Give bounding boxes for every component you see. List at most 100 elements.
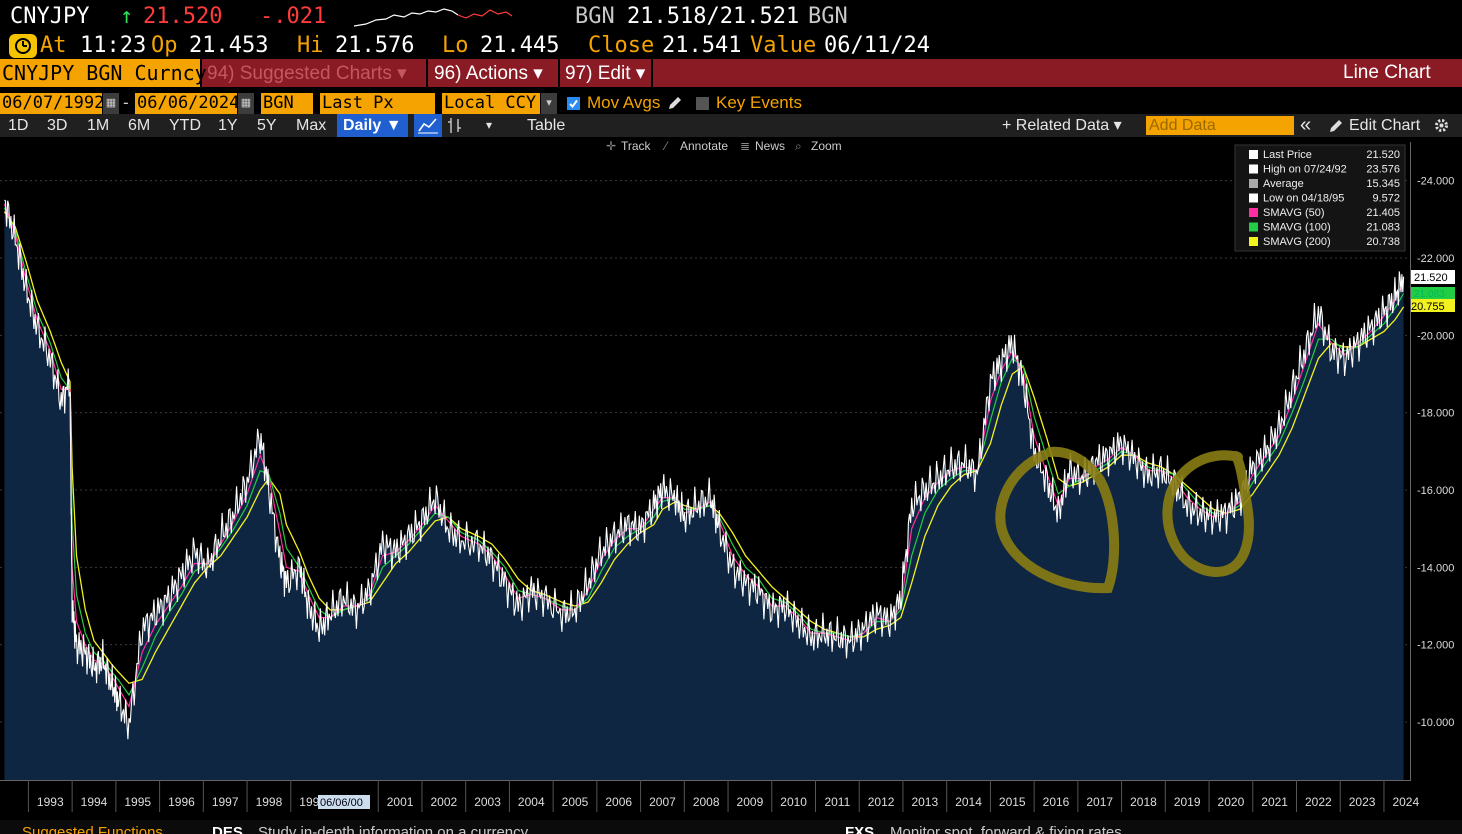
mov-avgs-checkbox[interactable] (567, 97, 580, 110)
collapse-icon[interactable]: « (1300, 114, 1312, 136)
x-tick-label: 1995 (124, 795, 151, 809)
period-6m[interactable]: 6M (128, 117, 151, 134)
mov-avgs-label[interactable]: Mov Avgs (587, 93, 661, 112)
chart-legend: Last Price 21.520 High on 07/24/92 23.576 Av… (1234, 144, 1406, 252)
price-area (4, 200, 1404, 780)
x-tick-label: 2011 (824, 795, 850, 809)
x-tick-label: 2014 (955, 795, 982, 809)
edit-chart-button[interactable]: Edit Chart (1349, 117, 1421, 134)
news-button[interactable]: News (755, 139, 785, 153)
end-date-field[interactable]: 06/06/2024 (135, 93, 237, 114)
start-date-field[interactable]: 06/07/1992 (0, 93, 102, 114)
field-select[interactable]: Last Px (320, 93, 435, 114)
calendar-icon[interactable]: ▦ (238, 93, 254, 114)
clock-alert-icon[interactable] (9, 34, 37, 58)
x-tick-label: 2010 (780, 795, 807, 809)
legend-value: 15.345 (1366, 178, 1400, 190)
y-tick-label: -14.000 (1417, 562, 1454, 574)
suggested-functions-label: Suggested Functions (22, 824, 163, 834)
x-tick-label: 2003 (474, 795, 501, 809)
period-3d[interactable]: 3D (47, 117, 68, 134)
actions-menu[interactable]: 96) Actions ▾ (434, 62, 543, 84)
calendar-icon[interactable]: ▦ (103, 93, 119, 114)
pencil-icon[interactable] (1328, 118, 1344, 134)
bid-ask: 21.518/21.521 (627, 4, 800, 29)
currency-select[interactable]: Local CCY (442, 93, 540, 114)
fxs-function[interactable]: FXS (845, 824, 875, 834)
legend-value: 23.576 (1366, 164, 1400, 176)
x-tick-label: 1998 (256, 795, 283, 809)
y-axis-line (1410, 142, 1411, 781)
zoom-button[interactable]: Zoom (811, 139, 842, 153)
news-icon[interactable]: ≣ (740, 139, 750, 153)
chevron-down-icon[interactable]: ▾ (486, 118, 493, 132)
suggested-charts-menu[interactable]: 94) Suggested Charts ▾ (207, 62, 407, 84)
close-price: 21.541 (662, 33, 742, 58)
des-function[interactable]: DES (212, 824, 243, 834)
high-price: 21.576 (335, 33, 415, 58)
period-5y[interactable]: 5Y (257, 117, 277, 134)
annotate-button[interactable]: Annotate (680, 139, 728, 153)
legend-value: 21.083 (1366, 222, 1400, 234)
chart-type-label[interactable]: Line Chart (1343, 62, 1431, 83)
track-button[interactable]: Track (621, 139, 652, 153)
y-tick-label: -16.000 (1417, 485, 1454, 497)
line-chart-icon[interactable] (414, 114, 442, 137)
period-max[interactable]: Max (296, 117, 327, 134)
date-dash: - (123, 93, 129, 112)
up-arrow-icon: ↑ (120, 4, 134, 29)
line-chart[interactable]: ✛ Track ⁄ Annotate ≣ News ⌕ Zoom -10.000… (0, 137, 1462, 834)
at-time: 11:23 (80, 33, 147, 58)
related-data-button[interactable]: + Related Data ▾ (1002, 117, 1122, 134)
x-tick-label: 2015 (999, 795, 1026, 809)
chevron-down-icon[interactable]: ▾ (541, 93, 557, 114)
legend-value: 9.572 (1372, 193, 1400, 205)
legend-value: 20.738 (1366, 236, 1400, 248)
pencil-icon[interactable] (667, 95, 683, 111)
y-tick-label: -24.000 (1417, 176, 1454, 188)
x-tick-label: 2013 (911, 795, 938, 809)
chart-toolbar: 1D 3D 1M 6M YTD 1Y 5Y Max Daily ▼ ▾ Tabl… (0, 114, 1462, 137)
last-price: 21.520 (143, 4, 223, 29)
chart-tools: ✛ Track ⁄ Annotate ≣ News ⌕ Zoom (606, 139, 842, 153)
x-tick-label: 2005 (562, 795, 589, 809)
frequency-select[interactable]: Daily ▼ (337, 114, 408, 137)
divider (200, 59, 202, 87)
gear-icon[interactable] (1433, 117, 1450, 134)
track-icon[interactable]: ✛ (606, 139, 616, 153)
period-ytd[interactable]: YTD (169, 117, 201, 134)
divider (426, 59, 428, 87)
period-1y[interactable]: 1Y (218, 117, 238, 134)
y-tick-label: -18.000 (1417, 408, 1454, 420)
source-field[interactable]: BGN (261, 93, 313, 114)
period-1m[interactable]: 1M (87, 117, 110, 134)
zoom-icon[interactable]: ⌕ (795, 139, 802, 153)
sma200-tag: 20.755 (1411, 301, 1445, 313)
security-field[interactable]: CNYJPY BGN Curncy (0, 59, 207, 87)
close-label: Close (588, 33, 655, 58)
sparkline-icon (354, 8, 513, 27)
last-price-tag-box (1411, 270, 1455, 284)
low-price: 21.445 (480, 33, 560, 58)
period-1d[interactable]: 1D (8, 117, 29, 134)
legend-value: 21.405 (1366, 207, 1400, 219)
candlestick-icon[interactable] (447, 117, 463, 134)
x-tick-label: 2007 (649, 795, 676, 809)
annotate-icon[interactable]: ⁄ (662, 139, 669, 153)
edit-menu[interactable]: 97) Edit ▾ (565, 62, 646, 84)
y-tick-label: -10.000 (1417, 717, 1454, 729)
legend-swatch (1249, 208, 1258, 217)
sma100-tag: 21.083 (1414, 289, 1445, 300)
y-tick-label: -20.000 (1417, 330, 1454, 342)
x-tick-label: 2024 (1392, 795, 1419, 809)
legend-label: SMAVG (200) (1263, 236, 1331, 248)
add-data-input[interactable]: Add Data (1146, 116, 1294, 135)
x-tick-label: 1994 (81, 795, 108, 809)
key-events-checkbox[interactable] (696, 97, 709, 110)
last-price-line (4, 199, 1405, 740)
table-button[interactable]: Table (527, 117, 566, 134)
x-tick-label: 2023 (1349, 795, 1376, 809)
x-tick-label: 2018 (1130, 795, 1157, 809)
key-events-label[interactable]: Key Events (716, 93, 802, 112)
x-tick-label: 1996 (168, 795, 195, 809)
